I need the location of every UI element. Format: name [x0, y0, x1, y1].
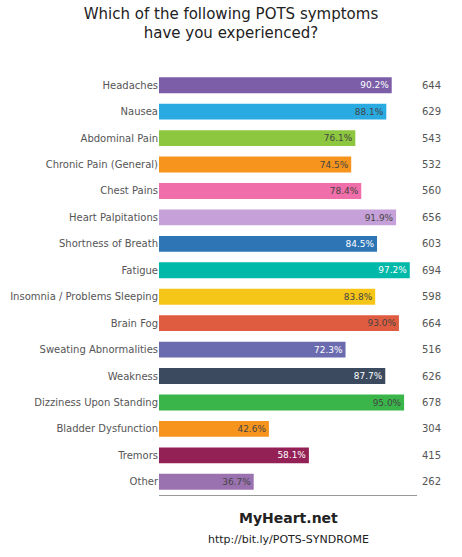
svg-text:Nausea: Nausea	[121, 106, 158, 117]
svg-text:84.5%: 84.5%	[346, 239, 375, 249]
svg-text:629: 629	[422, 106, 441, 117]
svg-text:87.7%: 87.7%	[354, 371, 383, 381]
svg-text:Dizziness Upon Standing: Dizziness Upon Standing	[34, 397, 158, 408]
svg-text:415: 415	[422, 450, 441, 461]
svg-text:93.0%: 93.0%	[367, 318, 396, 328]
svg-text:656: 656	[422, 212, 441, 223]
svg-text:543: 543	[422, 133, 441, 144]
svg-text:603: 603	[422, 238, 441, 249]
svg-text:90.2%: 90.2%	[360, 80, 389, 90]
svg-text:664: 664	[422, 318, 441, 329]
svg-text:72.3%: 72.3%	[314, 345, 343, 355]
svg-text:95.0%: 95.0%	[373, 398, 402, 408]
svg-text:516: 516	[422, 344, 441, 355]
svg-text:Brain Fog: Brain Fog	[111, 318, 158, 329]
svg-text:Sweating Abnormalities: Sweating Abnormalities	[40, 344, 158, 355]
svg-text:MyHeart.net: MyHeart.net	[239, 510, 338, 526]
svg-text:42.6%: 42.6%	[237, 424, 266, 434]
svg-text:Which of the following POTS sy: Which of the following POTS symptomshave…	[84, 5, 379, 43]
svg-text:Insomnia / Problems Sleeping: Insomnia / Problems Sleeping	[10, 291, 158, 302]
svg-text:Shortness of Breath: Shortness of Breath	[59, 238, 158, 249]
svg-text:Abdominal Pain: Abdominal Pain	[81, 133, 158, 144]
svg-text:Bladder Dysfunction: Bladder Dysfunction	[56, 423, 158, 434]
svg-text:626: 626	[422, 371, 441, 382]
svg-text:Other: Other	[130, 476, 159, 487]
svg-text:644: 644	[422, 80, 441, 91]
svg-text:Chronic Pain (General): Chronic Pain (General)	[46, 159, 158, 170]
svg-text:532: 532	[422, 159, 441, 170]
svg-text:Heart Palpitations: Heart Palpitations	[69, 212, 158, 223]
svg-text:678: 678	[422, 397, 441, 408]
svg-text:http://bit.ly/POTS-SYNDROME: http://bit.ly/POTS-SYNDROME	[208, 533, 369, 546]
svg-text:74.5%: 74.5%	[320, 160, 349, 170]
svg-text:Headaches: Headaches	[103, 80, 158, 91]
svg-text:36.7%: 36.7%	[222, 477, 251, 487]
svg-text:598: 598	[422, 291, 441, 302]
svg-text:694: 694	[422, 265, 441, 276]
svg-text:262: 262	[422, 476, 441, 487]
svg-text:560: 560	[422, 185, 441, 196]
svg-text:78.4%: 78.4%	[330, 186, 359, 196]
svg-text:Fatigue: Fatigue	[122, 265, 159, 276]
svg-text:304: 304	[422, 423, 441, 434]
svg-text:88.1%: 88.1%	[355, 107, 384, 117]
svg-text:76.1%: 76.1%	[324, 133, 353, 143]
svg-text:58.1%: 58.1%	[277, 450, 306, 460]
svg-text:Chest Pains: Chest Pains	[100, 185, 158, 196]
svg-text:Tremors: Tremors	[117, 450, 158, 461]
svg-text:Weakness: Weakness	[108, 371, 158, 382]
svg-text:83.8%: 83.8%	[344, 292, 373, 302]
svg-text:97.2%: 97.2%	[378, 265, 407, 275]
svg-text:91.9%: 91.9%	[365, 213, 394, 223]
